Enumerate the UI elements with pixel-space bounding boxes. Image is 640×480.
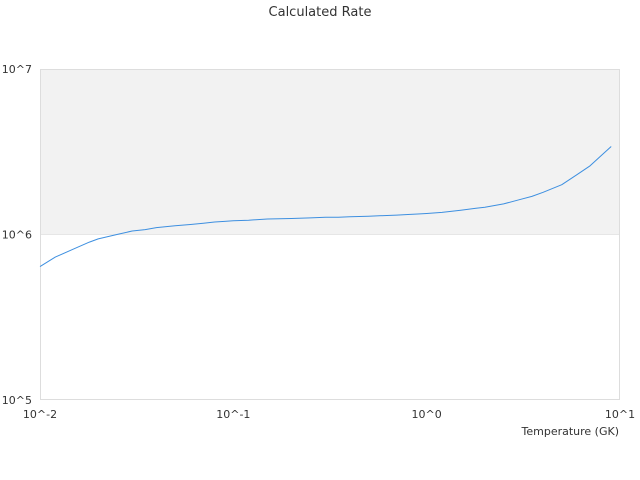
x-axis: 10^-2 10^-1 10^0 10^1: [23, 408, 635, 421]
y-tick-label: 10^6: [2, 229, 32, 242]
x-tick-label: 10^1: [605, 408, 635, 421]
y-axis: 10^5 10^6 10^7: [2, 63, 32, 407]
x-tick-label: 10^-2: [23, 408, 57, 421]
series-line-0: [39, 146, 612, 268]
plot-band: [40, 69, 620, 235]
x-axis-title: Temperature (GK): [521, 425, 620, 438]
y-tick-label: 10^5: [2, 394, 32, 407]
x-tick-label: 10^-1: [216, 408, 250, 421]
plot-area: [39, 69, 620, 400]
x-tick-label: 10^0: [412, 408, 442, 421]
plot-border: [40, 69, 620, 400]
chart-title: Calculated Rate: [269, 5, 372, 20]
y-tick-label: 10^7: [2, 63, 32, 76]
